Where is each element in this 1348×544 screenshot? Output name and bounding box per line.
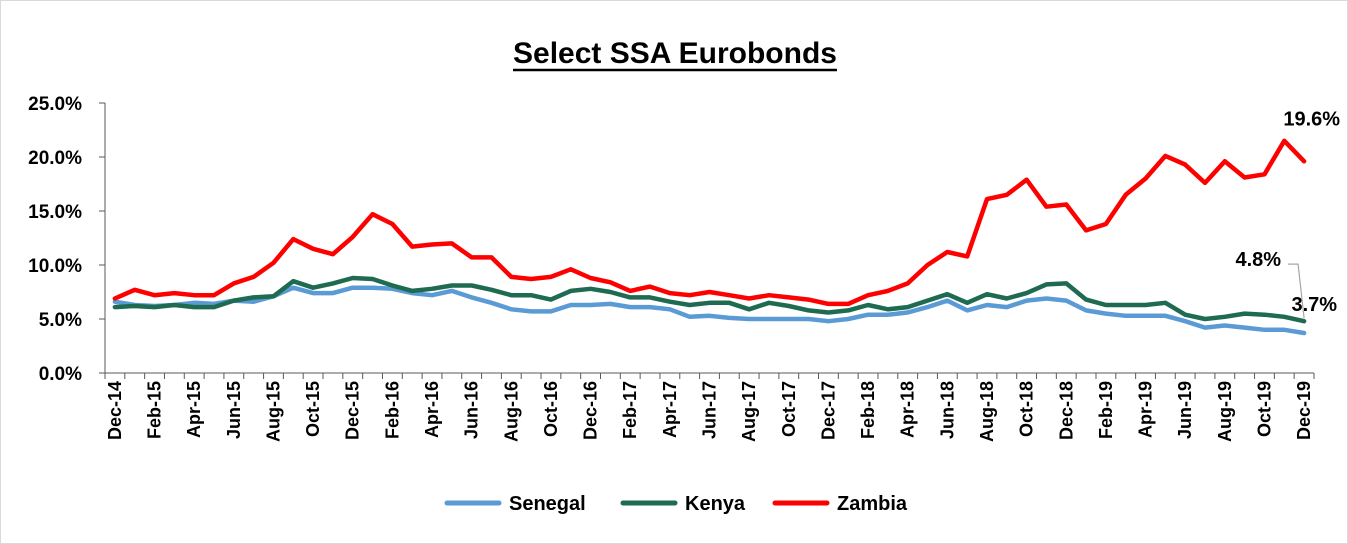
legend-label-zambia: Zambia (837, 493, 908, 515)
y-tick-label: 5.0% (39, 310, 82, 331)
x-tick-label: Dec-16 (581, 381, 601, 440)
x-tick-label: Aug-18 (977, 381, 997, 442)
legend-label-senegal: Senegal (509, 493, 586, 515)
x-tick-label: Apr-19 (1136, 381, 1156, 438)
x-tick-label: Dec-19 (1294, 381, 1314, 440)
x-tick-label: Feb-16 (382, 381, 402, 439)
data-label-zambia: 19.6% (1283, 108, 1340, 130)
x-tick-label: Oct-15 (303, 381, 323, 437)
x-tick-label: Oct-18 (1017, 381, 1037, 437)
x-tick-label: Oct-19 (1254, 381, 1274, 437)
x-tick-label: Dec-17 (818, 381, 838, 440)
x-tick-label: Jun-16 (462, 381, 482, 439)
y-tick-label: 0.0% (39, 364, 82, 385)
y-tick-label: 20.0% (28, 148, 82, 169)
series-line-zambia (112, 138, 1307, 307)
x-tick-label: Jun-17 (700, 381, 720, 439)
y-tick-label: 25.0% (28, 94, 82, 115)
series-line-senegal (112, 285, 1307, 336)
x-tick-label: Apr-18 (898, 381, 918, 438)
y-tick-label: 15.0% (28, 202, 82, 223)
x-tick-label: Apr-17 (660, 381, 680, 438)
data-labels: 19.6% 4.8% 3.7% (1235, 108, 1340, 319)
x-tick-label: Apr-16 (422, 381, 442, 438)
legend: Senegal Kenya Zambia (444, 493, 908, 515)
x-tick-label: Jun-18 (937, 381, 957, 439)
x-tick-label: Feb-17 (620, 381, 640, 439)
data-label-kenya: 4.8% (1235, 249, 1281, 271)
y-axis: 0.0% 5.0% 10.0% 15.0% 20.0% 25.0% (28, 94, 106, 385)
x-tick-label: Aug-16 (501, 381, 521, 442)
chart-title: Select SSA Eurobonds (513, 37, 837, 70)
x-tick-label: Aug-17 (739, 381, 759, 442)
x-tick-label: Oct-17 (779, 381, 799, 437)
x-tick-label: Feb-18 (858, 381, 878, 439)
x-tick-label: Dec-14 (105, 381, 125, 440)
x-tick-label: Oct-16 (541, 381, 561, 437)
x-tick-label: Feb-19 (1096, 381, 1116, 439)
x-tick-label: Jun-19 (1175, 381, 1195, 439)
x-tick-label: Jun-15 (224, 381, 244, 439)
x-tick-label: Aug-15 (263, 381, 283, 442)
x-tick-label: Dec-15 (343, 381, 363, 440)
x-tick-label: Apr-15 (184, 381, 204, 438)
x-tick-label: Dec-18 (1056, 381, 1076, 440)
plot-series (112, 138, 1307, 336)
y-tick-label: 10.0% (28, 256, 82, 277)
series-line-kenya (112, 275, 1307, 324)
data-label-senegal: 3.7% (1291, 294, 1337, 316)
x-tick-label: Aug-19 (1215, 381, 1235, 442)
x-tick-label: Feb-15 (145, 381, 165, 439)
data-label-leader-line (1288, 263, 1305, 319)
x-axis: Dec-14 Feb-15 Apr-15 Jun-15 Aug-15 Oct-15 Dec-… (104, 372, 1315, 442)
legend-label-kenya: Kenya (685, 493, 746, 515)
